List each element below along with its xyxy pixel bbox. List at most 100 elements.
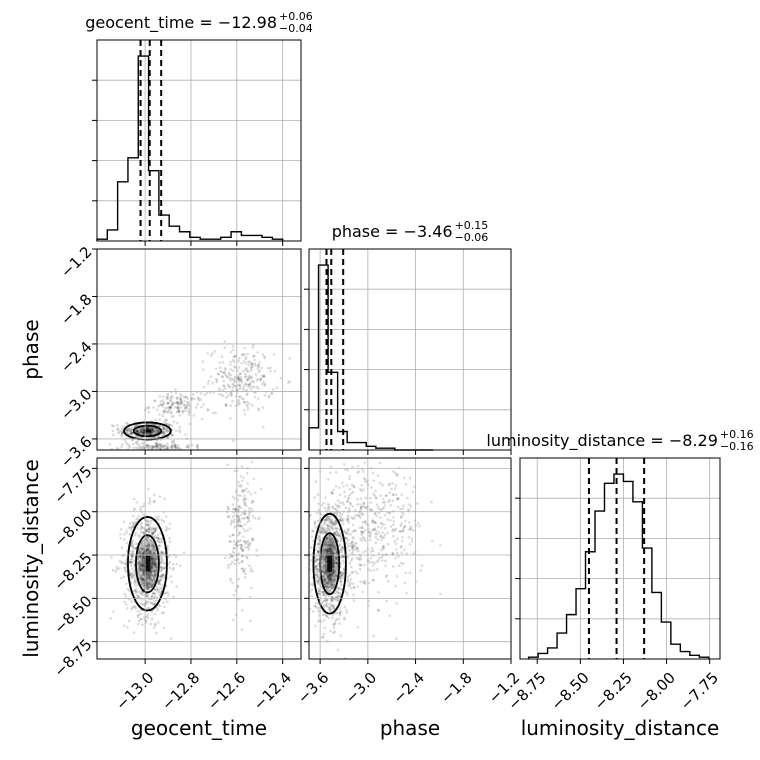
point-geocent_time_vs_luminosity_distance-0 — [142, 584, 146, 588]
point-phase_vs_luminosity_distance-0 — [323, 576, 326, 580]
point-geocent_time_vs_phase-2 — [243, 400, 246, 404]
point-phase_vs_luminosity_distance-1 — [405, 552, 409, 555]
point-geocent_time_vs_phase-2 — [245, 369, 249, 373]
point-phase_vs_luminosity_distance-0 — [332, 626, 336, 629]
point-geocent_time_vs_phase-2 — [229, 417, 232, 420]
point-phase_vs_luminosity_distance-1 — [398, 530, 402, 533]
point-geocent_time_vs_luminosity_distance-1 — [241, 489, 245, 493]
point-geocent_time_vs_luminosity_distance-1 — [247, 519, 251, 523]
point-geocent_time_vs_luminosity_distance-0 — [142, 547, 145, 551]
point-geocent_time_vs_phase-2 — [209, 354, 213, 357]
point-geocent_time_vs_phase-0 — [117, 431, 120, 435]
point-phase_vs_luminosity_distance-1 — [373, 527, 377, 530]
point-phase_vs_luminosity_distance-0 — [331, 542, 335, 546]
point-phase_vs_luminosity_distance-0 — [328, 607, 332, 611]
point-phase_vs_luminosity_distance-0 — [351, 548, 354, 551]
point-phase_vs_luminosity_distance-1 — [329, 538, 332, 542]
point-geocent_time_vs_luminosity_distance-0 — [149, 526, 153, 530]
point-phase_vs_luminosity_distance-1 — [347, 521, 351, 524]
point-geocent_time_vs_phase-3 — [136, 442, 139, 446]
point-phase_vs_luminosity_distance-0 — [330, 604, 333, 607]
point-phase_vs_luminosity_distance-1 — [324, 540, 328, 544]
point-geocent_time_vs_phase-0 — [116, 428, 120, 431]
point-geocent_time_vs_luminosity_distance-0 — [149, 622, 152, 626]
point-geocent_time_vs_luminosity_distance-1 — [245, 541, 248, 544]
point-geocent_time_vs_phase-0 — [155, 423, 159, 427]
point-geocent_time_vs_luminosity_distance-0 — [165, 528, 169, 531]
point-phase_vs_luminosity_distance-0 — [323, 556, 327, 560]
point-phase_vs_luminosity_distance-0 — [309, 546, 313, 549]
point-geocent_time_vs_phase-1 — [175, 396, 179, 399]
point-geocent_time_vs_phase-0 — [130, 431, 134, 435]
point-phase_vs_luminosity_distance-0 — [331, 568, 335, 572]
point-geocent_time_vs_phase-2 — [246, 405, 249, 408]
point-phase_vs_luminosity_distance-1 — [360, 539, 364, 542]
point-phase_vs_luminosity_distance-0 — [330, 598, 334, 601]
point-phase_vs_luminosity_distance-0 — [327, 540, 330, 544]
x-axis-label-geocent_time: geocent_time — [131, 716, 267, 740]
point-phase_vs_luminosity_distance-0 — [330, 579, 333, 583]
point-geocent_time_vs_luminosity_distance-0 — [155, 526, 158, 530]
point-geocent_time_vs_phase-2 — [248, 383, 251, 386]
contour-outer-phase_vs_luminosity_distance — [312, 512, 347, 615]
point-geocent_time_vs_phase-0 — [138, 430, 142, 434]
point-phase_vs_luminosity_distance-0 — [329, 526, 332, 529]
density-core-geocent_time_vs_phase — [143, 429, 151, 433]
point-geocent_time_vs_luminosity_distance-1 — [249, 492, 253, 496]
point-phase_vs_luminosity_distance-0 — [328, 543, 332, 547]
point-phase_vs_luminosity_distance-0 — [327, 548, 330, 551]
point-phase_vs_luminosity_distance-0 — [326, 605, 330, 609]
point-phase_vs_luminosity_distance-0 — [322, 635, 325, 639]
point-geocent_time_vs_phase-2 — [249, 381, 253, 384]
point-phase_vs_luminosity_distance-0 — [329, 541, 333, 545]
point-geocent_time_vs_luminosity_distance-1 — [244, 572, 247, 576]
point-phase_vs_luminosity_distance-1 — [368, 530, 371, 534]
point-phase_vs_luminosity_distance-0 — [314, 556, 318, 559]
point-phase_vs_luminosity_distance-0 — [349, 578, 353, 581]
point-phase_vs_luminosity_distance-1 — [370, 486, 373, 489]
point-geocent_time_vs_phase-2 — [223, 346, 227, 350]
point-geocent_time_vs_phase-2 — [229, 363, 232, 367]
point-geocent_time_vs_luminosity_distance-0 — [148, 583, 151, 586]
point-phase_vs_luminosity_distance-1 — [361, 551, 365, 554]
point-geocent_time_vs_phase-3 — [147, 445, 151, 449]
point-phase_vs_luminosity_distance-0 — [325, 550, 329, 553]
point-phase_vs_luminosity_distance-0 — [339, 579, 343, 583]
point-phase_vs_luminosity_distance-0 — [323, 619, 326, 622]
point-geocent_time_vs_luminosity_distance-0 — [140, 592, 144, 596]
point-phase_vs_luminosity_distance-0 — [332, 540, 336, 544]
point-phase_vs_luminosity_distance-0 — [328, 542, 331, 546]
point-geocent_time_vs_luminosity_distance-0 — [153, 573, 157, 577]
point-geocent_time_vs_luminosity_distance-1 — [243, 512, 247, 516]
point-phase_vs_luminosity_distance-0 — [326, 524, 330, 527]
contour-inner-geocent_time_vs_luminosity_distance — [135, 534, 160, 594]
point-phase_vs_luminosity_distance-0 — [323, 577, 327, 580]
point-phase_vs_luminosity_distance-1 — [401, 529, 405, 532]
point-geocent_time_vs_phase-0 — [141, 428, 145, 432]
point-phase_vs_luminosity_distance-1 — [363, 537, 366, 541]
point-phase_vs_luminosity_distance-1 — [375, 568, 379, 571]
point-phase_vs_luminosity_distance-0 — [323, 582, 327, 585]
point-geocent_time_vs_phase-2 — [224, 403, 228, 406]
point-geocent_time_vs_luminosity_distance-0 — [152, 557, 156, 560]
point-phase_vs_luminosity_distance-1 — [310, 535, 314, 539]
point-geocent_time_vs_luminosity_distance-0 — [152, 576, 156, 580]
point-phase_vs_luminosity_distance-1 — [408, 527, 411, 531]
point-phase_vs_luminosity_distance-0 — [322, 545, 326, 549]
point-geocent_time_vs_phase-1 — [166, 401, 170, 405]
point-phase_vs_luminosity_distance-0 — [317, 587, 321, 591]
point-geocent_time_vs_luminosity_distance-0 — [141, 580, 144, 583]
point-geocent_time_vs_luminosity_distance-1 — [233, 469, 237, 473]
point-geocent_time_vs_phase-0 — [144, 431, 148, 435]
point-geocent_time_vs_luminosity_distance-0 — [153, 592, 157, 596]
point-geocent_time_vs_luminosity_distance-0 — [132, 547, 135, 550]
point-phase_vs_luminosity_distance-0 — [335, 611, 339, 615]
point-phase_vs_luminosity_distance-0 — [325, 588, 329, 591]
point-geocent_time_vs_luminosity_distance-0 — [145, 587, 149, 591]
point-phase_vs_luminosity_distance-1 — [362, 581, 366, 585]
point-geocent_time_vs_luminosity_distance-0 — [127, 619, 131, 623]
point-geocent_time_vs_luminosity_distance-1 — [230, 554, 234, 558]
point-phase_vs_luminosity_distance-0 — [338, 607, 342, 610]
point-geocent_time_vs_luminosity_distance-0 — [155, 565, 159, 569]
point-geocent_time_vs_luminosity_distance-1 — [256, 554, 259, 557]
